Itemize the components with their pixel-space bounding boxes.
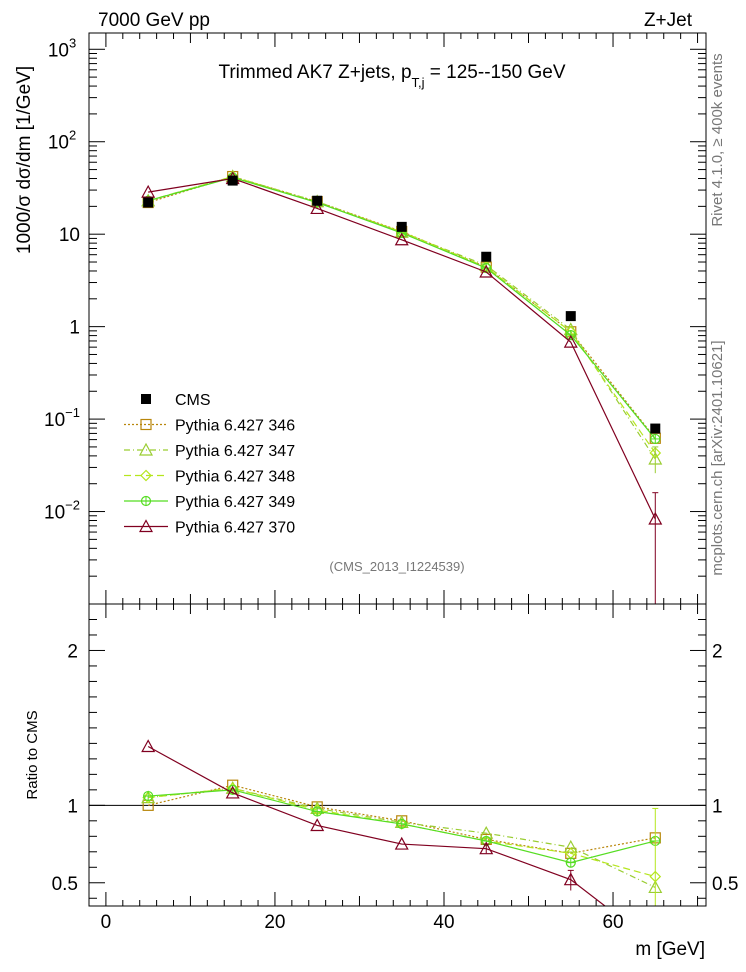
legend-label-4: Pythia 6.427 349 — [175, 494, 295, 511]
chart-title: Trimmed AK7 Z+jets, pT,j = 125--150 GeV — [218, 62, 565, 90]
cms-data — [143, 175, 661, 434]
legend-marker-1 — [140, 418, 152, 431]
y-tick-label: 10 — [59, 225, 80, 246]
series-5-point — [310, 201, 325, 215]
legend: CMS Pythia 6.427 346 Pythia 6.427 347 Pythi… — [124, 392, 295, 537]
ratio-tick-label-left: 2 — [67, 641, 78, 662]
legend-label-5: Pythia 6.427 370 — [175, 520, 295, 537]
analysis-tag: (CMS_2013_I1224539) — [329, 559, 464, 574]
energy-label: 7000 GeV pp — [98, 10, 210, 31]
legend-label-2: Pythia 6.427 347 — [175, 443, 295, 460]
legend-label-cms: CMS — [175, 392, 211, 409]
ratio-2-point — [563, 839, 578, 853]
y-tick-label: 1 — [69, 318, 80, 339]
cms-data-point — [312, 195, 323, 206]
cms-data-point — [650, 423, 661, 434]
cms-data-point — [481, 251, 492, 262]
ratio-tick-label-right: 2 — [712, 641, 723, 662]
y-tick-label: 103 — [48, 35, 76, 61]
ratio-tick-label-left: 0.5 — [52, 874, 78, 895]
x-axis-label: m [GeV] — [635, 939, 705, 960]
legend-marker-5 — [138, 519, 154, 533]
x-tick-label: 0 — [101, 912, 112, 933]
series-5-point — [563, 334, 578, 348]
series-5-point — [479, 264, 494, 278]
ratio-tick-label-right: 1 — [712, 796, 723, 817]
x-tick-label: 60 — [602, 912, 623, 933]
y-tick-label: 10−1 — [44, 405, 80, 431]
ratio-series-group — [141, 739, 663, 906]
ratio-5-point — [141, 739, 156, 753]
cms-data-point — [227, 175, 238, 186]
legend-label-1: Pythia 6.427 346 — [175, 418, 295, 435]
series-5-point — [394, 232, 409, 246]
ratio-5-point — [225, 785, 240, 799]
rivet-label: Rivet 4.1.0, ≥ 400k events — [709, 53, 726, 226]
legend-label-3: Pythia 6.427 348 — [175, 469, 295, 486]
cms-data-point — [143, 197, 154, 208]
y-tick-label: 102 — [48, 128, 76, 154]
process-label: Z+Jet — [644, 10, 693, 31]
ratio-axis-label: Ratio to CMS — [24, 710, 41, 799]
mcplots-label: mcplots.cern.ch [arXiv:2401.10621] — [709, 340, 726, 575]
legend-marker-2 — [138, 442, 154, 456]
y-axis-label: 1000/σ dσ/dm [1/GeV] — [14, 66, 35, 254]
y-tick-label: 10−2 — [44, 498, 80, 524]
series-5-point — [141, 184, 156, 198]
ratio-5-point — [310, 818, 325, 832]
legend-marker-3 — [140, 469, 152, 482]
x-tick-label: 20 — [264, 912, 285, 933]
cms-data-point — [565, 311, 576, 322]
legend-marker-cms — [141, 394, 151, 404]
ratio-tick-label-right: 0.5 — [712, 874, 738, 895]
ratio-tick-label-left: 1 — [67, 796, 78, 817]
ratio-5-point — [479, 841, 494, 855]
ratio-frame — [88, 603, 707, 907]
cms-data-point — [396, 221, 407, 232]
ratio-5-point — [394, 836, 409, 850]
x-tick-label: 40 — [433, 912, 454, 933]
